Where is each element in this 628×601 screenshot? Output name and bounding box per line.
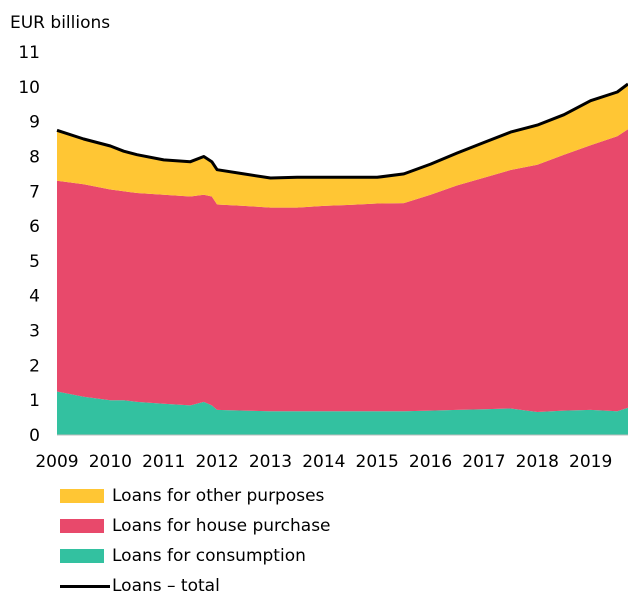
legend-swatch-total bbox=[60, 584, 110, 588]
legend-item-house: Loans for house purchase bbox=[60, 511, 331, 541]
y-tick-label: 2 bbox=[29, 356, 40, 376]
y-tick-label: 10 bbox=[18, 78, 40, 98]
x-tick-label: 2015 bbox=[356, 452, 399, 472]
x-tick-label: 2009 bbox=[35, 452, 78, 472]
y-tick-label: 0 bbox=[29, 426, 40, 446]
y-axis-ticks: 0 1 2 3 4 5 6 7 8 9 10 11 bbox=[18, 43, 40, 446]
x-tick-label: 2018 bbox=[516, 452, 559, 472]
legend-label-house: Loans for house purchase bbox=[112, 516, 331, 536]
y-tick-label: 1 bbox=[29, 391, 40, 411]
total-line-group bbox=[56, 82, 628, 180]
total-line bbox=[56, 82, 628, 180]
legend-item-total: Loans – total bbox=[60, 571, 331, 601]
y-tick-label: 5 bbox=[29, 252, 40, 272]
x-tick-label: 2012 bbox=[195, 452, 238, 472]
area-consumption bbox=[57, 391, 628, 435]
legend-swatch-house bbox=[60, 519, 104, 533]
y-tick-label: 7 bbox=[29, 182, 40, 202]
y-tick-label: 3 bbox=[29, 322, 40, 342]
area-house-purchase bbox=[57, 129, 628, 413]
x-tick-label: 2013 bbox=[249, 452, 292, 472]
legend-item-consumption: Loans for consumption bbox=[60, 541, 331, 571]
x-tick-label: 2014 bbox=[302, 452, 345, 472]
legend-label-total: Loans – total bbox=[112, 576, 220, 596]
y-tick-label: 9 bbox=[29, 113, 40, 133]
legend: Loans for other purposes Loans for house… bbox=[60, 481, 331, 601]
x-tick-label: 2019 bbox=[569, 452, 612, 472]
x-tick-label: 2010 bbox=[89, 452, 132, 472]
legend-item-other: Loans for other purposes bbox=[60, 481, 331, 511]
legend-swatch-consumption bbox=[60, 549, 104, 563]
x-tick-label: 2011 bbox=[142, 452, 185, 472]
area-other-purposes bbox=[57, 84, 628, 208]
x-tick-label: 2016 bbox=[409, 452, 452, 472]
y-tick-label: 11 bbox=[18, 43, 40, 63]
legend-label-consumption: Loans for consumption bbox=[112, 546, 306, 566]
legend-swatch-other bbox=[60, 489, 104, 503]
y-tick-label: 6 bbox=[29, 217, 40, 237]
y-unit-label: EUR billions bbox=[10, 13, 110, 33]
x-tick-label: 2017 bbox=[462, 452, 505, 472]
y-tick-label: 8 bbox=[29, 147, 40, 167]
legend-label-other: Loans for other purposes bbox=[112, 486, 325, 506]
y-tick-label: 4 bbox=[29, 287, 40, 307]
x-axis-ticks: 2009 2010 2011 2012 2013 2014 2015 2016 2017 2018… bbox=[35, 452, 612, 472]
stacked-areas bbox=[57, 84, 628, 435]
